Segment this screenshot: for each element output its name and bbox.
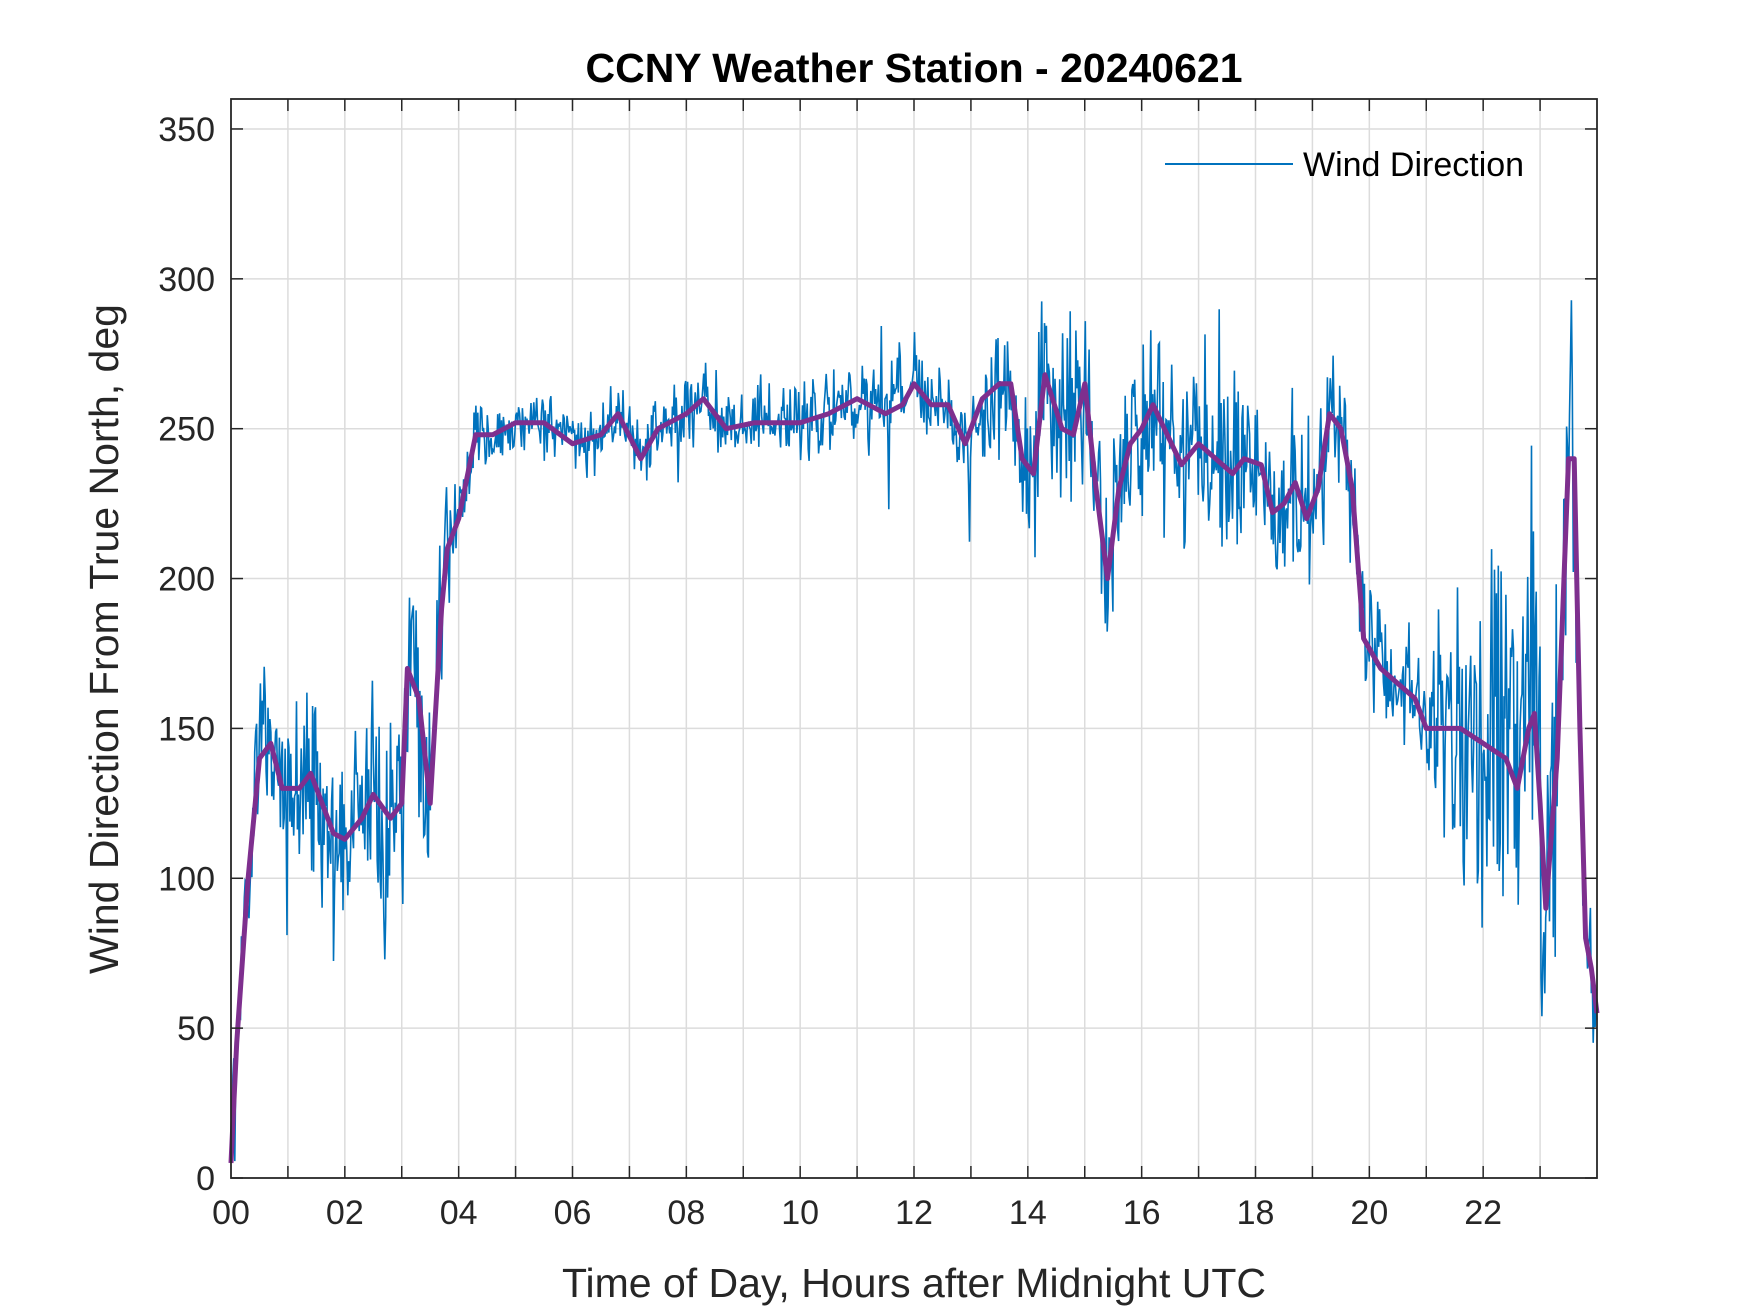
y-tick-label: 250 [158,411,215,449]
y-tick-label: 0 [196,1160,215,1198]
axes [230,98,1598,1179]
x-tick-label: 12 [895,1194,933,1232]
x-tick-label: 02 [326,1194,364,1232]
x-tick-label: 18 [1237,1194,1275,1232]
x-axis-label: Time of Day, Hours after Midnight UTC [562,1260,1266,1306]
y-tick-label: 50 [177,1010,215,1048]
y-tick-label: 350 [158,111,215,149]
x-tick-label: 20 [1350,1194,1388,1232]
x-tick-label: 04 [440,1194,478,1232]
x-tick-label: 00 [212,1194,250,1232]
y-tick-label: 200 [158,561,215,599]
y-tick-label: 150 [158,710,215,748]
tick-labels: 00 02 04 06 08 10 12 14 16 18 20 22 0 50 100 150 200 250 3… [158,111,1502,1232]
chart-title: CCNY Weather Station - 20240621 [585,45,1242,91]
x-tick-label: 08 [667,1194,705,1232]
y-axis-label: Wind Direction From True North, deg [81,304,127,974]
smoothed-wind-direction-series [228,372,1600,1164]
y-tick-label: 100 [158,860,215,898]
x-tick-label: 14 [1009,1194,1047,1232]
x-tick-label: 06 [554,1194,592,1232]
smoothed-wind-direction-line [228,372,1600,1164]
legend: Wind Direction [1165,146,1524,184]
legend-label-wind-direction: Wind Direction [1303,146,1524,184]
y-tick-label: 300 [158,261,215,299]
x-tick-label: 16 [1123,1194,1161,1232]
x-tick-label: 10 [781,1194,819,1232]
grid-lines [231,99,1597,1178]
x-tick-label: 22 [1464,1194,1502,1232]
